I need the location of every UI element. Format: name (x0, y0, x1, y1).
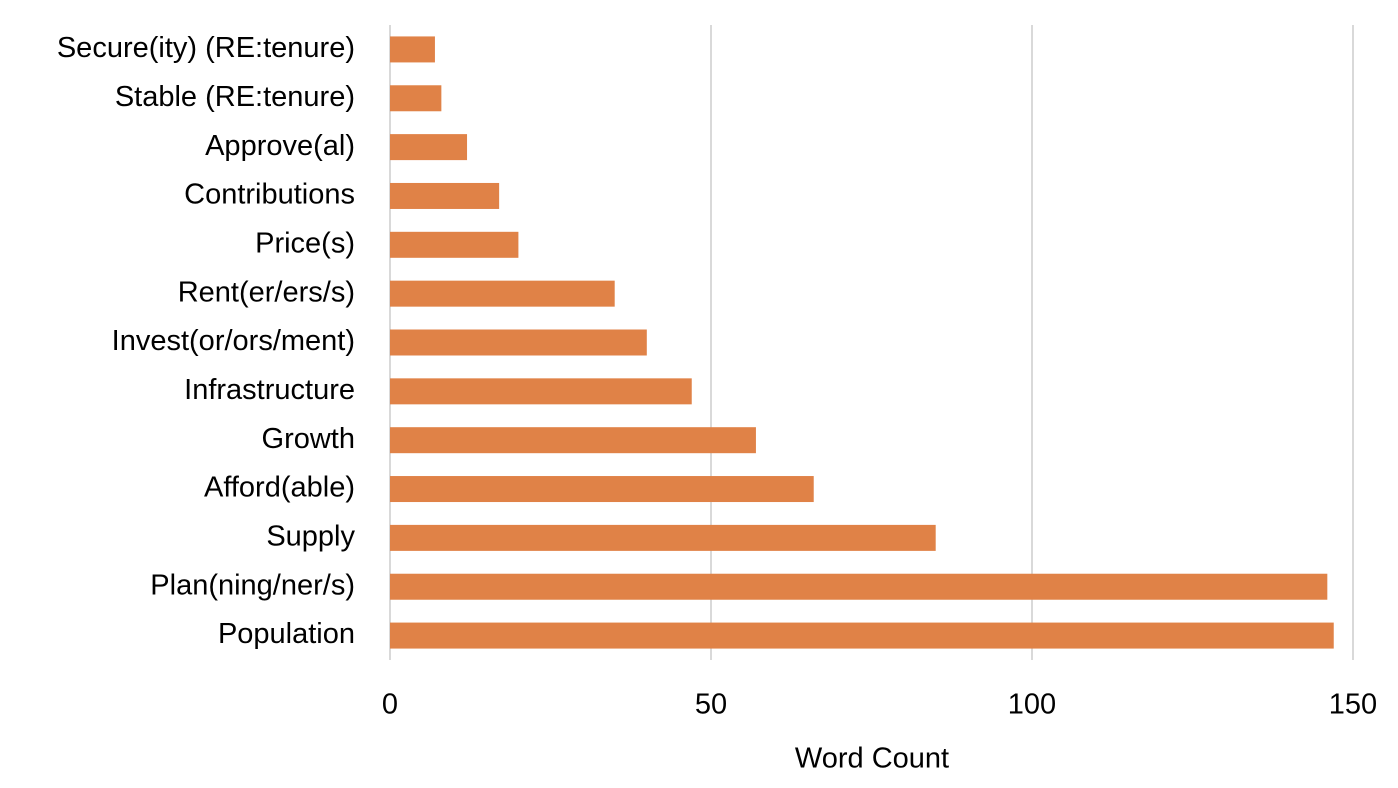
y-tick-label: Invest(or/ors/ment) (112, 325, 355, 357)
y-tick-label: Secure(ity) (RE:tenure) (57, 32, 355, 64)
bar (390, 622, 1334, 649)
bar (390, 573, 1328, 600)
y-tick-label: Infrastructure (184, 374, 355, 406)
y-tick-label: Plan(ning/ner/s) (150, 569, 355, 601)
x-tick-label: 0 (382, 689, 398, 721)
y-tick-label: Supply (266, 521, 355, 553)
bar (390, 182, 500, 209)
y-tick-label: Growth (262, 423, 355, 455)
y-tick-label: Population (218, 618, 355, 650)
y-tick-label: Stable (RE:tenure) (115, 81, 355, 113)
bar (390, 134, 468, 161)
x-axis-label: Word Count (795, 743, 949, 775)
y-tick-label: Rent(er/ers/s) (178, 276, 355, 308)
y-tick-label: Price(s) (255, 227, 355, 259)
bar (390, 329, 647, 356)
bar (390, 524, 936, 551)
bar (390, 280, 615, 307)
x-tick-label: 50 (695, 689, 727, 721)
bar (390, 378, 692, 405)
bar (390, 231, 519, 258)
x-tick-label: 100 (1008, 689, 1056, 721)
bar (390, 85, 442, 112)
bar (390, 427, 756, 454)
y-tick-label: Approve(al) (205, 130, 355, 162)
x-tick-label: 150 (1329, 689, 1377, 721)
y-tick-label: Contributions (184, 179, 355, 211)
bar (390, 36, 435, 63)
bar (390, 476, 814, 503)
y-tick-label: Afford(able) (204, 472, 355, 504)
